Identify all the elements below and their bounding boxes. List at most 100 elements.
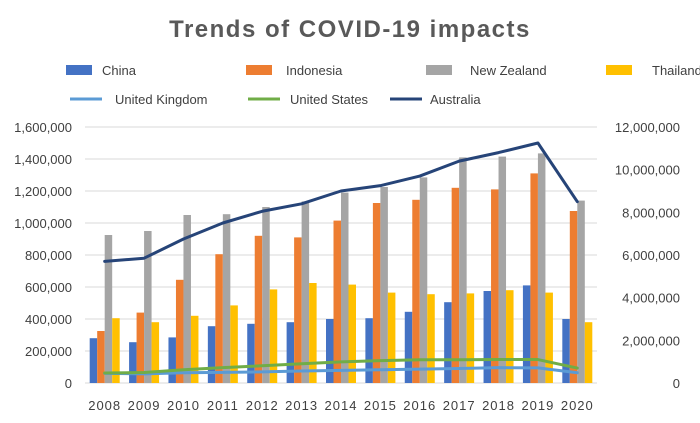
bar-new-zealand	[459, 157, 467, 383]
bar-china	[89, 338, 98, 383]
x-tick-label: 2019	[521, 398, 554, 413]
y-right-tick-label: 2,000,000	[622, 333, 680, 348]
bar-new-zealand	[341, 192, 349, 383]
legend-label-china: China	[102, 63, 137, 78]
bar-indonesia	[372, 203, 381, 383]
bar-new-zealand	[262, 207, 270, 383]
bar-new-zealand	[104, 235, 113, 383]
bar-china	[365, 318, 373, 383]
y-left-tick-label: 400,000	[25, 312, 72, 327]
bar-thailand	[584, 322, 593, 383]
bar-new-zealand	[222, 214, 231, 383]
x-tick-label: 2015	[364, 398, 397, 413]
bar-thailand	[387, 292, 396, 383]
legend-swatch-china	[66, 65, 92, 75]
bar-china	[207, 326, 216, 383]
bar-thailand	[427, 294, 435, 383]
axes: 0 200,000 400,000 600,000 800,000 1,000,000 1,…	[14, 120, 680, 413]
y-left-tick-label: 200,000	[25, 344, 72, 359]
x-tick-label: 2020	[561, 398, 594, 413]
y-right-tick-label: 0	[673, 376, 680, 391]
bar-thailand	[269, 289, 278, 383]
legend-label-new-zealand: New Zealand	[470, 63, 547, 78]
bar-new-zealand	[498, 156, 507, 383]
bar-thailand	[190, 315, 199, 383]
legend-swatch-indonesia	[246, 65, 272, 75]
y-right-tick-label: 6,000,000	[622, 248, 680, 263]
legend-label-australia: Australia	[430, 92, 481, 107]
x-tick-label: 2014	[325, 398, 358, 413]
bar-indonesia	[136, 312, 145, 383]
bar-indonesia	[491, 189, 499, 383]
bar-indonesia	[530, 173, 538, 383]
chart-title: Trends of COVID-19 impacts	[169, 16, 531, 43]
bar-indonesia	[333, 220, 341, 383]
bar-new-zealand	[577, 200, 585, 383]
bar-new-zealand	[144, 231, 152, 383]
lines-layer	[103, 141, 579, 376]
bar-china	[483, 291, 492, 383]
bar-china	[404, 311, 413, 383]
bar-thailand	[348, 284, 356, 383]
x-tick-label: 2018	[482, 398, 515, 413]
line-united-states	[103, 358, 579, 375]
bar-indonesia	[294, 237, 302, 383]
bar-indonesia	[412, 199, 420, 383]
bar-china	[522, 285, 531, 383]
bar-china	[444, 302, 452, 383]
y-left-tick-label: 1,400,000	[14, 152, 72, 167]
x-tick-label: 2012	[246, 398, 279, 413]
y-left-tick-label: 600,000	[25, 280, 72, 295]
x-tick-label: 2010	[167, 398, 200, 413]
legend-label-united-states: United States	[290, 92, 369, 107]
legend-label-united-kingdom: United Kingdom	[115, 92, 208, 107]
y-left-tick-label: 1,600,000	[14, 120, 72, 135]
bar-thailand	[151, 322, 160, 383]
bar-thailand	[309, 283, 317, 383]
bar-thailand	[230, 305, 238, 383]
y-left-tick-label: 1,200,000	[14, 184, 72, 199]
bar-china	[286, 322, 295, 383]
bars-layer	[89, 153, 593, 383]
line-australia	[103, 141, 579, 263]
bar-indonesia	[254, 235, 263, 383]
bar-indonesia	[451, 187, 460, 383]
x-tick-label: 2016	[403, 398, 436, 413]
bar-indonesia	[569, 211, 578, 383]
bar-china	[562, 319, 570, 383]
legend-swatch-new-zealand	[426, 65, 452, 75]
bar-china	[247, 323, 255, 383]
y-right-tick-label: 4,000,000	[622, 291, 680, 306]
bar-new-zealand	[537, 153, 546, 383]
bar-china	[168, 337, 176, 383]
bar-thailand	[545, 292, 553, 383]
legend-label-indonesia: Indonesia	[286, 63, 343, 78]
bar-new-zealand	[301, 201, 310, 383]
y-right-tick-label: 12,000,000	[615, 120, 680, 135]
bar-new-zealand	[380, 187, 388, 383]
line-united-kingdom	[103, 366, 579, 376]
x-tick-label: 2011	[207, 398, 239, 413]
legend: China Indonesia New Zealand Thailand United …	[66, 63, 700, 107]
y-left-tick-label: 0	[65, 376, 72, 391]
y-left-tick-label: 1,000,000	[14, 216, 72, 231]
bar-indonesia	[97, 331, 105, 383]
y-left-tick-label: 800,000	[25, 248, 72, 263]
bar-indonesia	[215, 254, 223, 383]
x-tick-label: 2009	[128, 398, 161, 413]
bar-thailand	[506, 290, 514, 383]
y-right-tick-label: 10,000,000	[615, 163, 680, 178]
bar-thailand	[112, 318, 120, 383]
bar-thailand	[466, 293, 475, 383]
legend-label-thailand: Thailand	[652, 63, 700, 78]
bar-new-zealand	[419, 177, 428, 383]
bar-indonesia	[175, 279, 184, 383]
bar-new-zealand	[183, 215, 191, 383]
bar-china	[129, 342, 137, 383]
legend-swatch-thailand	[606, 65, 632, 75]
y-right-tick-label: 8,000,000	[622, 205, 680, 220]
bar-china	[326, 319, 334, 383]
x-tick-label: 2008	[88, 398, 121, 413]
